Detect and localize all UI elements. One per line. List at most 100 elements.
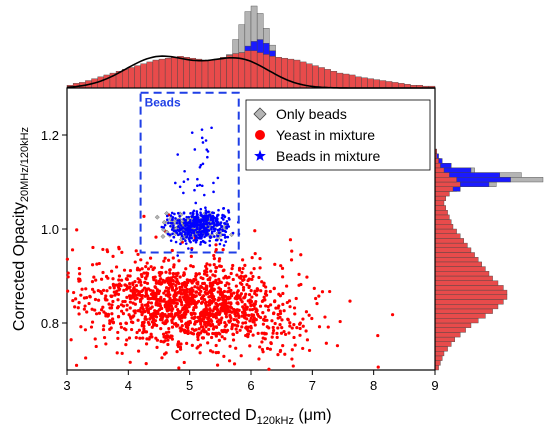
- yeast-point: [137, 280, 141, 284]
- beads-mixture-point: [200, 230, 204, 233]
- yeast-point: [145, 337, 149, 341]
- beads-mixture-point: [208, 244, 212, 247]
- beads-mixture-point: [196, 230, 200, 234]
- yeast-point: [219, 306, 224, 310]
- x-axis-label-main: Corrected D: [170, 407, 256, 424]
- yeast-point: [133, 309, 137, 313]
- yeast-point: [202, 308, 206, 312]
- yeast-point: [140, 267, 144, 271]
- yeast-point: [123, 283, 127, 287]
- yeast-point: [118, 322, 123, 326]
- yeast-point: [152, 277, 156, 282]
- yeast-point: [77, 266, 81, 271]
- yeast-point: [263, 315, 267, 319]
- right-hist-yeast-bar: [434, 252, 475, 258]
- yeast-point: [170, 248, 174, 253]
- yeast-point: [244, 274, 248, 278]
- yeast-point: [143, 280, 147, 284]
- yeast-point: [249, 271, 253, 275]
- beads-mixture-point: [169, 221, 173, 225]
- yeast-point: [140, 324, 144, 328]
- yeast-point: [239, 354, 243, 358]
- yeast-point: [175, 281, 180, 285]
- legend-beads-mixture-marker: [254, 149, 266, 161]
- x-tick-label: 9: [431, 378, 438, 393]
- right-hist-yeast-bar: [434, 224, 454, 230]
- top-hist-yeast-bar: [128, 67, 135, 89]
- beads-mixture-point: [206, 150, 210, 153]
- yeast-point: [102, 324, 106, 328]
- beads-mixture-point: [204, 232, 207, 236]
- top-hist-yeast-bar: [330, 71, 338, 89]
- yeast-point: [256, 331, 260, 335]
- yeast-point: [212, 287, 216, 291]
- yeast-point: [213, 305, 217, 309]
- yeast-point: [210, 296, 214, 300]
- yeast-point: [301, 324, 305, 328]
- yeast-point: [88, 295, 92, 299]
- yeast-point: [253, 229, 257, 233]
- right-hist-yeast-bar: [434, 195, 447, 202]
- yeast-point: [148, 306, 153, 310]
- yeast-point: [176, 313, 180, 317]
- yeast-point: [149, 301, 154, 305]
- yeast-point: [212, 263, 216, 267]
- right-hist-yeast-bar: [434, 200, 445, 206]
- yeast-point: [167, 330, 171, 334]
- yeast-point: [200, 336, 205, 340]
- yeast-point: [160, 265, 164, 269]
- yeast-point: [141, 336, 145, 340]
- yeast-point: [194, 303, 198, 308]
- yeast-point: [278, 311, 283, 316]
- yeast-point: [190, 281, 194, 285]
- yeast-point: [82, 296, 87, 300]
- beads-mixture-point: [167, 221, 170, 225]
- yeast-point: [144, 265, 148, 269]
- right-hist-yeast-bar: [434, 355, 443, 361]
- yeast-point: [114, 265, 119, 269]
- only-beads-point: [154, 214, 160, 220]
- yeast-point: [185, 287, 189, 292]
- beads-mixture-point: [216, 220, 219, 223]
- beads-mixture-point: [205, 210, 209, 214]
- only-beads-point: [178, 212, 184, 218]
- beads-mixture-point: [204, 139, 208, 142]
- yeast-point: [157, 298, 162, 302]
- yeast-point: [236, 314, 241, 318]
- yeast-point: [205, 308, 209, 312]
- yeast-point: [266, 304, 270, 309]
- yeast-point: [298, 321, 302, 325]
- yeast-point: [250, 308, 255, 312]
- beads-mixture-point: [215, 223, 218, 226]
- yeast-point: [203, 301, 208, 305]
- yeast-point: [238, 328, 242, 332]
- yeast-point: [139, 283, 143, 287]
- yeast-point: [320, 290, 325, 294]
- yeast-point: [314, 296, 318, 301]
- yeast-point: [301, 346, 305, 351]
- yeast-point: [168, 268, 172, 272]
- yeast-point: [190, 331, 194, 336]
- yeast-point: [171, 272, 175, 276]
- right-histogram: [434, 148, 544, 371]
- beads-mixture-point: [186, 177, 190, 181]
- beads-annotation-label: Beads: [145, 96, 181, 110]
- yeast-point: [223, 311, 228, 315]
- beads-mixture-point: [201, 162, 205, 166]
- top-hist-yeast-bar: [201, 59, 209, 89]
- yeast-point: [147, 297, 151, 301]
- yeast-point: [214, 325, 219, 329]
- yeast-point: [262, 281, 266, 285]
- yeast-point: [184, 329, 188, 334]
- yeast-point: [247, 313, 251, 317]
- yeast-point: [234, 327, 238, 331]
- yeast-point: [239, 274, 243, 278]
- yeast-point: [77, 277, 81, 281]
- right-hist-yeast-bar: [434, 336, 455, 343]
- yeast-point: [124, 321, 128, 325]
- yeast-point: [234, 318, 238, 322]
- yeast-point: [162, 291, 166, 295]
- yeast-point: [167, 326, 171, 331]
- yeast-point: [151, 289, 155, 293]
- yeast-point: [85, 310, 89, 314]
